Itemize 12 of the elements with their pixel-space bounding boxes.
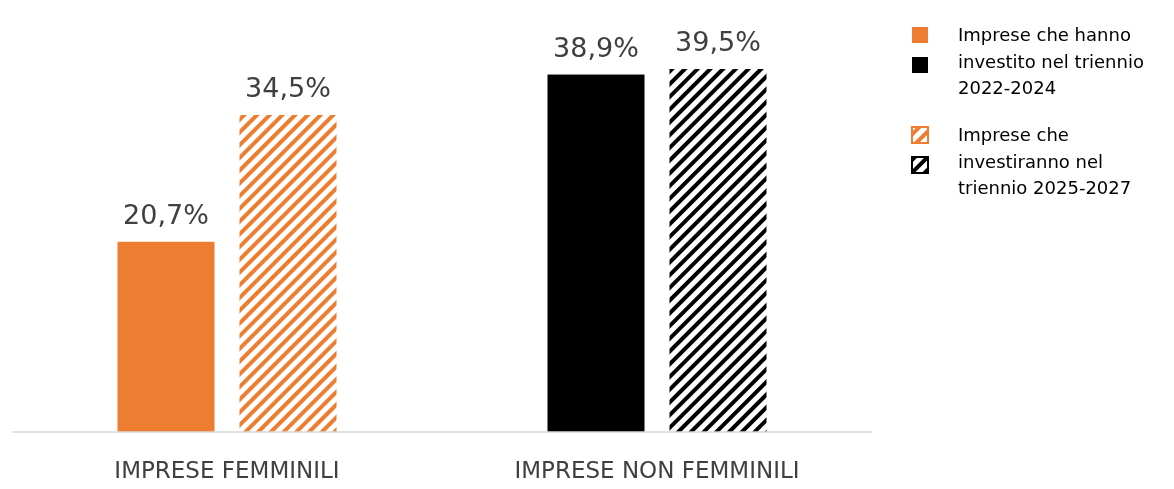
bar: [669, 69, 767, 432]
data-label: 38,9%: [553, 31, 639, 63]
data-label: 39,5%: [675, 26, 761, 58]
bar: [239, 114, 337, 432]
bar: [117, 241, 215, 432]
data-label: 20,7%: [123, 198, 209, 230]
x-tick-label: IMPRESE NON FEMMINILI: [514, 457, 800, 483]
x-tick-label: IMPRESE FEMMINILI: [114, 457, 340, 483]
bar: [547, 74, 645, 432]
legend-label: Imprese che investiranno nel triennio 2025-2027: [958, 124, 1132, 198]
data-label: 34,5%: [245, 71, 331, 103]
legend-label: Imprese che hanno investito nel triennio 2022-2024: [958, 24, 1144, 98]
